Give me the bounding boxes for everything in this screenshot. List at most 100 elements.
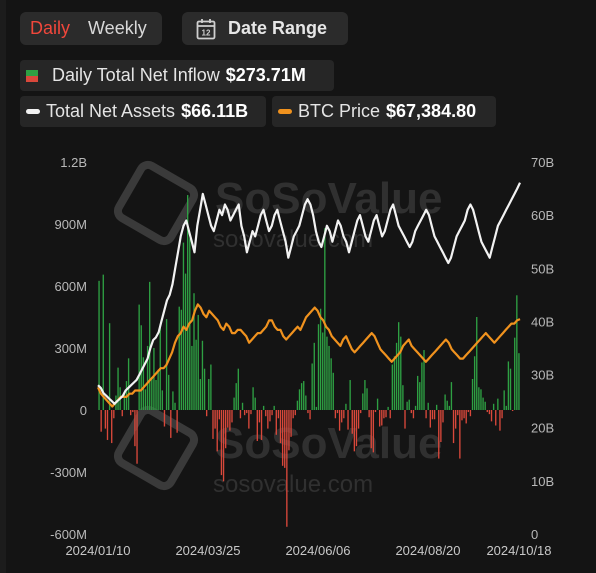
inflow-bar xyxy=(338,410,341,431)
right-axis-tick: 30B xyxy=(531,368,554,383)
chart-panel xyxy=(6,0,596,573)
inflow-bar xyxy=(402,385,404,410)
left-axis-tick: -600M xyxy=(50,527,87,542)
inflow-bar xyxy=(404,410,406,429)
inflow-bar xyxy=(305,395,307,410)
interval-toggle[interactable]: Daily Weekly xyxy=(20,12,162,45)
date-range-button[interactable]: 12 Date Range xyxy=(182,12,348,45)
tab-daily[interactable]: Daily xyxy=(30,18,71,38)
inflow-bar xyxy=(163,410,166,427)
inflow-bar xyxy=(199,379,202,410)
inflow-bar xyxy=(222,410,225,482)
inflow-swatch xyxy=(26,69,38,82)
inflow-bar xyxy=(104,410,107,429)
btc-price-line xyxy=(96,303,521,408)
inflow-bar xyxy=(334,410,337,419)
inflow-bar xyxy=(416,375,419,410)
inflow-bar xyxy=(155,380,157,410)
inflow-bar xyxy=(170,410,172,438)
inflow-bar xyxy=(250,410,252,415)
inflow-bar xyxy=(218,410,221,420)
legend-btc-price[interactable]: BTC Price $67,384.80 xyxy=(272,96,496,127)
inflow-bar xyxy=(281,410,284,466)
inflow-bar xyxy=(142,357,145,410)
inflow-bar xyxy=(273,405,275,410)
tab-weekly[interactable]: Weekly xyxy=(88,18,147,38)
inflow-bar xyxy=(406,401,408,410)
inflow-bar xyxy=(151,376,153,410)
inflow-bar xyxy=(227,410,229,428)
inflow-bar xyxy=(140,325,142,410)
inflow-bar xyxy=(271,410,273,416)
inflow-bar xyxy=(351,410,353,434)
inflow-bar xyxy=(246,410,248,414)
x-axis-tick: 2024/01/10 xyxy=(65,543,130,558)
inflow-bar xyxy=(319,308,322,410)
inflow-bar xyxy=(429,410,432,428)
inflow-bar xyxy=(459,410,461,459)
legend-total-net-assets[interactable]: Total Net Assets $66.11B xyxy=(20,96,266,127)
inflow-bar xyxy=(507,361,510,410)
inflow-bar xyxy=(108,323,111,410)
inflow-bar xyxy=(203,368,206,410)
legend-daily-inflow[interactable]: Daily Total Net Inflow $273.71M xyxy=(20,60,334,91)
inflow-bar xyxy=(134,410,136,447)
inflow-bar xyxy=(330,358,332,410)
left-axis-tick: -300M xyxy=(50,465,87,480)
inflow-bar xyxy=(412,410,415,419)
inflow-bar xyxy=(347,410,349,430)
inflow-bar xyxy=(454,410,457,429)
inflow-bar xyxy=(360,410,362,414)
inflow-bar xyxy=(138,304,140,410)
inflow-bar xyxy=(284,410,286,468)
legend-inflow-label: Daily Total Net Inflow xyxy=(52,65,220,85)
inflow-bar xyxy=(446,400,448,410)
legend-btc-value: $67,384.80 xyxy=(386,101,477,121)
inflow-bar xyxy=(435,404,438,410)
inflow-bar xyxy=(260,410,263,440)
inflow-bar xyxy=(235,383,237,410)
watermark-logo xyxy=(113,405,199,491)
inflow-bar xyxy=(279,410,282,444)
inflow-bar xyxy=(421,362,423,410)
inflow-bar xyxy=(157,369,159,410)
inflow-bar xyxy=(450,382,453,410)
inflow-bar xyxy=(132,410,134,413)
inflow-bar xyxy=(106,410,109,440)
legend-tna-value: $66.11B xyxy=(181,101,249,121)
total-net-assets-line xyxy=(97,182,521,405)
inflow-bar xyxy=(503,390,505,410)
inflow-bar xyxy=(286,410,288,527)
inflow-bar xyxy=(307,410,309,414)
inflow-bar xyxy=(362,393,364,410)
inflow-bar xyxy=(364,380,366,410)
right-axis-tick: 50B xyxy=(531,261,554,276)
inflow-bar xyxy=(237,368,239,410)
svg-text:12: 12 xyxy=(202,28,211,37)
left-axis-tick: 600M xyxy=(54,279,87,294)
inflow-bar xyxy=(469,410,472,417)
inflow-bar xyxy=(224,410,227,449)
inflow-bar xyxy=(349,380,351,410)
inflow-bar xyxy=(514,337,516,410)
inflow-bar xyxy=(511,410,514,412)
inflow-bar xyxy=(191,345,193,410)
inflow-bar xyxy=(463,410,465,419)
inflow-bar xyxy=(497,398,499,410)
inflow-bar xyxy=(290,410,292,437)
inflow-bar xyxy=(480,389,482,410)
inflow-bar xyxy=(400,336,402,410)
inflow-bar xyxy=(294,410,296,416)
inflow-bar xyxy=(341,410,343,423)
inflow-bar xyxy=(241,402,244,410)
inflow-bar xyxy=(505,405,507,410)
inflow-bar xyxy=(172,391,174,410)
inflow-bar xyxy=(391,364,394,410)
inflow-bar xyxy=(442,410,444,423)
right-axis-tick: 0 xyxy=(531,527,538,542)
inflow-bar xyxy=(121,410,123,417)
inflow-bar xyxy=(277,410,280,419)
inflow-bar xyxy=(452,410,455,444)
inflow-bar xyxy=(144,389,147,410)
inflow-bar xyxy=(486,410,488,413)
